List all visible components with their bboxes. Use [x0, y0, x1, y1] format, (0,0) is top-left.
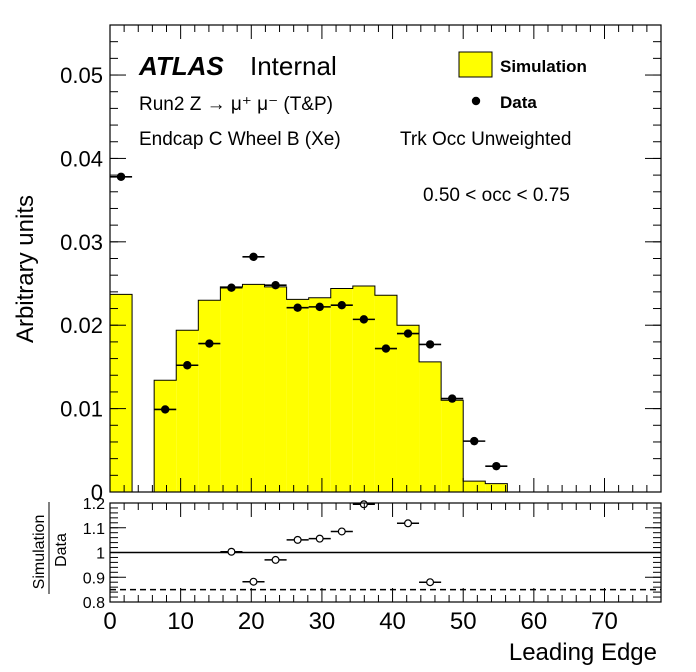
simulation-bin — [308, 297, 331, 492]
x-tick-labels: 0 10 20 30 40 50 60 70 — [103, 608, 618, 635]
atlas-status: Internal — [250, 51, 337, 81]
legend-data-marker — [471, 96, 481, 106]
ratio-point — [404, 519, 413, 528]
data-points — [110, 172, 508, 471]
ratio-point — [315, 534, 324, 543]
y-tick-label: 0.02 — [60, 313, 103, 338]
ratio-ylabel-top: Simulation — [31, 515, 48, 590]
ratio-ylabel-bottom: Data — [53, 533, 70, 567]
ratio-reference-lines — [110, 551, 661, 591]
y-tick-label: 0 — [91, 480, 103, 505]
y-tick-label: 0.05 — [60, 63, 103, 88]
simulation-bin — [419, 361, 442, 492]
weighting-annotation: Trk Occ Unweighted — [400, 129, 571, 150]
data-point — [403, 329, 413, 338]
main-axis-ticks — [109, 24, 662, 493]
y-tick-label: 0.03 — [60, 230, 103, 255]
occupancy-annotation: 0.50 < occ < 0.75 — [423, 185, 570, 206]
legend-data-label: Data — [500, 93, 537, 112]
simulation-bin — [286, 299, 309, 492]
simulation-bin — [198, 300, 221, 492]
data-point — [160, 405, 170, 414]
simulation-bin — [220, 286, 243, 492]
process-annotation: Run2 Z → μ⁺ μ⁻ (T&P) — [139, 94, 333, 115]
data-point — [381, 344, 391, 353]
ratio-point — [227, 547, 236, 556]
y-axis-label: Arbitrary units — [12, 195, 39, 343]
simulation-bin — [374, 295, 397, 492]
ratio-y-tick-label: 1.2 — [83, 496, 105, 513]
data-point — [470, 436, 479, 446]
ratio-y-tick-label: 0.9 — [83, 570, 105, 587]
x-tick-label: 30 — [309, 608, 336, 635]
atlas-label: ATLAS — [138, 51, 224, 81]
data-point — [183, 361, 192, 370]
ratio-point — [337, 527, 346, 536]
simulation-bin — [330, 288, 353, 492]
data-point — [227, 283, 236, 292]
data-point — [205, 339, 214, 348]
ratio-point — [249, 577, 258, 586]
data-point — [293, 303, 302, 312]
legend-simulation-label: Simulation — [500, 57, 587, 76]
legend: Simulation Data — [458, 51, 587, 112]
x-tick-label: 60 — [520, 608, 547, 635]
legend-simulation-swatch — [458, 51, 493, 78]
simulation-bin — [352, 286, 375, 492]
x-tick-label: 40 — [379, 608, 406, 635]
simulation-bin — [110, 294, 133, 492]
ratio-y-tick-label: 1.1 — [83, 521, 105, 538]
ratio-y-tick-label: 0.8 — [83, 595, 105, 612]
simulation-bin — [485, 483, 508, 492]
x-axis-label: Leading Edge — [509, 639, 657, 666]
simulation-outline — [109, 283, 508, 493]
x-tick-label: 20 — [238, 608, 265, 635]
data-point — [249, 252, 258, 262]
ratio-point — [426, 578, 435, 587]
data-point — [116, 172, 126, 181]
y-tick-label: 0.04 — [60, 146, 103, 171]
ratio-y-tick-label: 1 — [96, 546, 105, 563]
data-point — [271, 280, 280, 290]
simulation-bin — [463, 481, 486, 492]
main-y-tick-labels: 0 0.01 0.02 0.03 0.04 0.05 — [60, 63, 103, 505]
data-point — [359, 315, 369, 324]
data-point — [337, 301, 346, 310]
ratio-y-tick-labels: 0.8 0.9 1 1.1 1.2 — [83, 496, 105, 612]
simulation-bin — [441, 400, 464, 492]
x-tick-label: 10 — [167, 608, 194, 635]
x-tick-label: 50 — [450, 608, 477, 635]
simulation-bin — [396, 325, 420, 492]
data-point — [315, 302, 324, 312]
simulation-bin — [176, 330, 199, 492]
main-panel: 0 0.01 0.02 0.03 0.04 0.05 Arbitrary units AT… — [12, 24, 662, 505]
ratio-axis-ticks — [109, 502, 662, 603]
data-point — [447, 394, 457, 403]
simulation-bin — [264, 286, 287, 492]
ratio-point — [271, 555, 280, 564]
region-annotation: Endcap C Wheel B (Xe) — [139, 129, 341, 150]
ratio-panel: 0.8 0.9 1 1.1 1.2 0 10 20 30 40 50 60 70 Simulation… — [31, 496, 662, 666]
y-tick-label: 0.01 — [60, 397, 103, 422]
data-point — [492, 461, 501, 471]
data-point — [425, 340, 435, 349]
simulation-bin — [154, 380, 177, 492]
ratio-points — [220, 500, 442, 587]
x-tick-label: 0 — [103, 608, 116, 635]
simulation-histogram — [109, 283, 508, 493]
ratio-point — [293, 535, 302, 544]
simulation-bin — [242, 284, 265, 492]
x-tick-label: 70 — [591, 608, 618, 635]
